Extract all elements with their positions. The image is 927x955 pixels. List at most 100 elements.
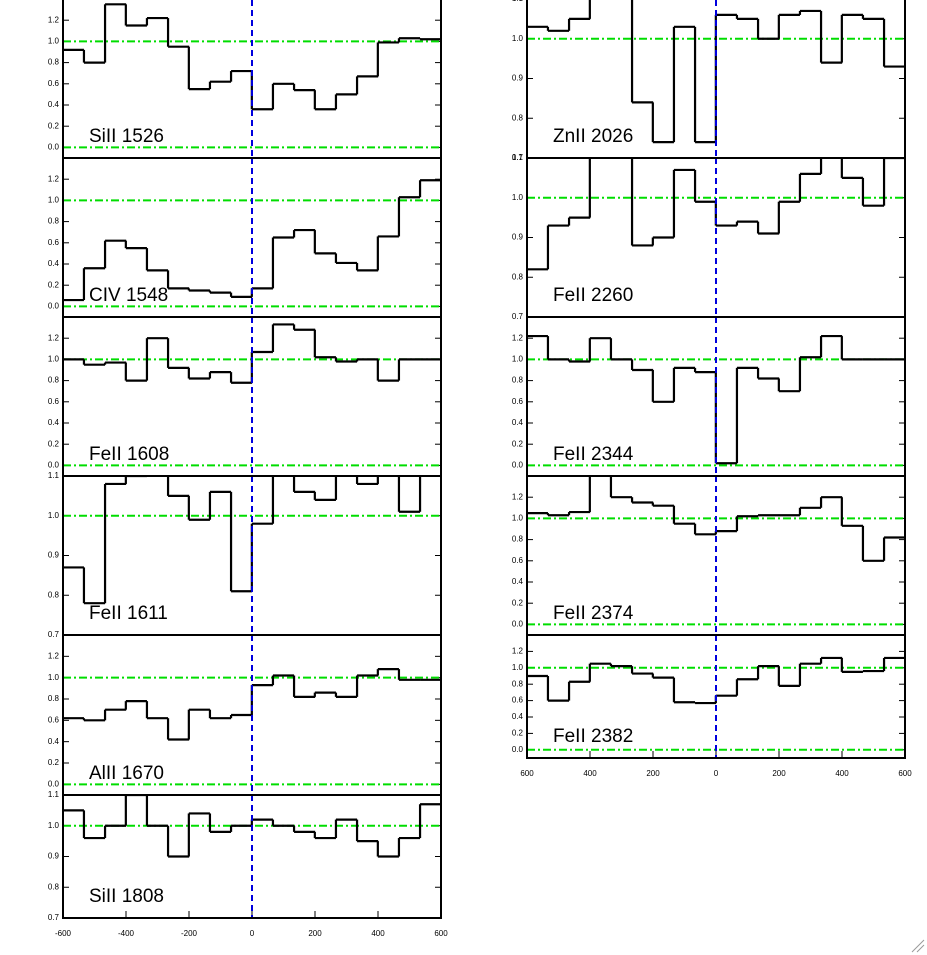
y-tick-label: 0.0 — [48, 779, 60, 788]
x-tick-label: 600 — [898, 769, 912, 778]
y-tick-label: 1.0 — [512, 34, 524, 43]
y-tick-label: 0.7 — [512, 153, 524, 162]
x-tick-label: 600 — [520, 769, 534, 778]
y-tick-label: 0.7 — [48, 630, 60, 639]
x-tick-label: -400 — [118, 929, 135, 938]
y-tick-label: 1.0 — [512, 514, 524, 523]
panel: 0.0 0.2 0.4 0.6 0.8 1.0 1.2 AlII 1670 — [48, 634, 442, 796]
step-line — [63, 476, 422, 605]
x-tick-label: 200 — [308, 929, 322, 938]
y-tick-label: 0.9 — [48, 852, 60, 861]
y-tick-label: 1.2 — [48, 651, 60, 660]
y-tick-label: 0.9 — [512, 74, 524, 83]
x-tick-label: -600 — [55, 929, 72, 938]
y-tick-label: 0.6 — [48, 238, 60, 247]
y-tick-label: 0.8 — [48, 694, 60, 703]
panel-label: SiII 1526 — [89, 126, 164, 147]
step-line — [527, 0, 905, 144]
panel-label: FeII 1608 — [89, 444, 169, 465]
y-tick-label: 1.2 — [48, 15, 60, 24]
y-tick-label: 0.4 — [48, 259, 60, 268]
y-tick-label: 1.0 — [48, 37, 60, 46]
panel-label: FeII 1611 — [89, 603, 168, 624]
x-tick-label: -200 — [181, 929, 198, 938]
panel: 0.7 0.8 0.9 1.0 1.1 FeII 2260 — [512, 153, 906, 321]
y-tick-label: 0.8 — [48, 882, 60, 891]
y-tick-label: 0.6 — [48, 715, 60, 724]
y-tick-label: 0.6 — [48, 397, 60, 406]
y-tick-label: 0.4 — [48, 100, 60, 109]
panel-label: FeII 2260 — [553, 285, 633, 306]
y-tick-label: 0.8 — [512, 679, 524, 688]
y-tick-label: 1.0 — [48, 355, 60, 364]
y-tick-label: 1.0 — [512, 193, 524, 202]
step-line — [63, 795, 441, 858]
y-tick-label: 0.4 — [48, 737, 60, 746]
y-tick-label: 1.0 — [512, 355, 524, 364]
y-tick-label: 1.0 — [48, 821, 60, 830]
panel-frame — [62, 794, 442, 919]
x-tick-label: 400 — [583, 769, 597, 778]
y-tick-label: 1.1 — [48, 471, 60, 480]
panel-label: SiII 1808 — [89, 886, 164, 907]
y-tick-label: 0.7 — [48, 913, 60, 922]
panel-label: FeII 2382 — [553, 726, 633, 747]
y-tick-label: 0.2 — [48, 121, 60, 130]
y-tick-label: 1.2 — [48, 333, 60, 342]
y-tick-label: 0.8 — [48, 217, 60, 226]
panel: 0.0 0.2 0.4 0.6 0.8 1.0 1.2 FeII 2344 — [512, 316, 906, 477]
x-tick-label: 200 — [772, 769, 786, 778]
y-tick-label: 1.0 — [512, 663, 524, 672]
y-tick-label: 0.9 — [48, 551, 60, 560]
y-tick-label: 0.6 — [512, 397, 524, 406]
step-line — [63, 179, 441, 302]
panel: 0.7 0.8 0.9 1.0 1.1 ZnII 2026 — [512, 0, 906, 162]
y-tick-label: 0.2 — [48, 758, 60, 767]
panel: 0.0 0.2 0.4 0.6 0.8 1.0 1.2 FeII 2374 — [512, 475, 906, 636]
y-tick-label: 0.8 — [512, 376, 524, 385]
x-tick-label: 600 — [434, 929, 448, 938]
x-tick-label: 0 — [714, 769, 719, 778]
step-line — [527, 656, 905, 705]
y-tick-label: 1.0 — [48, 673, 60, 682]
step-line — [63, 323, 441, 384]
y-tick-label: 0.2 — [48, 280, 60, 289]
y-tick-label: 0.2 — [512, 729, 524, 738]
y-tick-label: 1.2 — [48, 174, 60, 183]
step-line — [63, 3, 441, 111]
y-tick-label: 0.9 — [512, 233, 524, 242]
y-tick-label: 0.8 — [512, 113, 524, 122]
y-tick-label: 0.0 — [512, 620, 524, 629]
y-tick-label: 0.4 — [512, 577, 524, 586]
step-line — [527, 476, 905, 562]
y-tick-label: 0.8 — [48, 58, 60, 67]
y-tick-label: 0.2 — [512, 598, 524, 607]
y-tick-label: 1.1 — [512, 153, 524, 162]
y-tick-label: 1.1 — [48, 790, 60, 799]
y-tick-label: 0.4 — [512, 712, 524, 721]
panel-label: ZnII 2026 — [553, 126, 633, 147]
y-tick-label: 1.2 — [512, 647, 524, 656]
y-tick-label: 1.2 — [512, 492, 524, 501]
x-tick-label: 400 — [835, 769, 849, 778]
panel-label: AlII 1670 — [89, 763, 164, 784]
panel: 0.7 0.8 0.9 1.0 1.1 -600 -400 -200 0 200 400 600 SiI… — [48, 790, 448, 938]
y-tick-label: 0.6 — [512, 556, 524, 565]
y-tick-label: 0.2 — [48, 439, 60, 448]
y-tick-label: 0.8 — [512, 272, 524, 281]
y-tick-label: 0.2 — [512, 439, 524, 448]
panel: 0.0 0.2 0.4 0.6 0.8 1.0 1.2 FeII 1608 — [48, 316, 442, 477]
y-tick-label: 0.4 — [512, 418, 524, 427]
y-tick-label: 0.4 — [48, 418, 60, 427]
y-tick-label: 0.7 — [512, 312, 524, 321]
x-tick-label: 400 — [371, 929, 385, 938]
x-tick-label: 0 — [250, 929, 255, 938]
y-tick-label: 1.0 — [48, 511, 60, 520]
y-tick-label: 0.8 — [48, 590, 60, 599]
x-tick-label: 200 — [646, 769, 660, 778]
panel-label: FeII 2344 — [553, 444, 634, 465]
step-line — [527, 334, 905, 465]
panel-label: CIV 1548 — [89, 285, 168, 306]
panel-frame — [526, 634, 906, 759]
